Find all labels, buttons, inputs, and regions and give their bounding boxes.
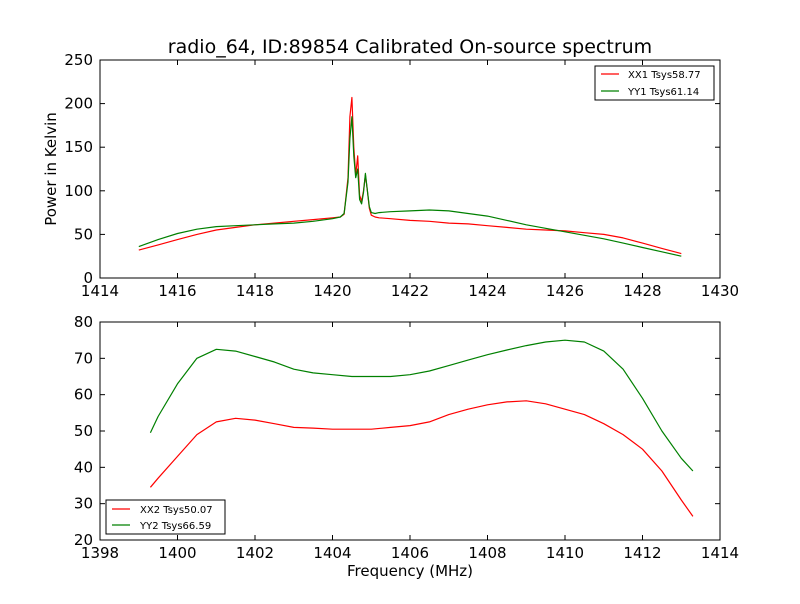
y-tick-label-top: 250 <box>64 51 93 69</box>
y-tick-label-top: 50 <box>74 225 93 243</box>
x-tick-label-bottom: 1404 <box>313 544 351 562</box>
series-group-top <box>138 96 682 257</box>
y-tick-label-top: 200 <box>64 95 93 113</box>
y-tick-label-bottom: 70 <box>74 349 93 367</box>
x-tick-label-bottom: 1400 <box>158 544 196 562</box>
series-line-bottom-0 <box>149 400 694 517</box>
axes-bottom: 1398 1400 1402 1404 1406 1408 1410 1412 1414 20 30… <box>74 313 739 562</box>
x-axis-label-bottom: Frequency (MHz) <box>347 562 473 580</box>
y-tick-label-top: 0 <box>83 269 93 287</box>
y-tick-label-bottom: 30 <box>74 495 93 513</box>
legend-box-top <box>594 65 715 101</box>
legend-label-yy1: YY1 Tsys61.14 <box>627 87 699 98</box>
y-tick-label-bottom: 50 <box>74 422 93 440</box>
legend-top: XX1 Tsys58.77 YY1 Tsys61.14 <box>594 65 715 101</box>
y-tick-label-bottom: 40 <box>74 458 93 476</box>
series-line-bottom-1 <box>149 339 694 472</box>
legend-box-bottom <box>105 499 226 535</box>
x-tick-label-top: 1430 <box>701 282 739 300</box>
x-tick-label-top: 1428 <box>623 282 661 300</box>
axes-top: 1414 1416 1418 1420 1422 1424 1426 1428 1430 0 50 1… <box>64 51 739 300</box>
legend-label-xx2: XX2 Tsys50.07 <box>140 505 213 516</box>
y-tick-label-bottom: 60 <box>74 386 93 404</box>
legend-bottom: XX2 Tsys50.07 YY2 Tsys66.59 <box>105 499 226 535</box>
x-tick-label-top: 1422 <box>391 282 429 300</box>
series-line-top-1 <box>138 116 682 257</box>
legend-label-yy2: YY2 Tsys66.59 <box>139 521 211 532</box>
y-tick-label-top: 100 <box>64 182 93 200</box>
figure-title: radio_64, ID:89854 Calibrated On-source … <box>168 36 652 58</box>
x-tick-label-top: 1426 <box>546 282 584 300</box>
x-tick-label-bottom: 1408 <box>468 544 506 562</box>
y-tick-label-bottom: 80 <box>74 313 93 331</box>
x-tick-label-bottom: 1414 <box>701 544 739 562</box>
legend-label-xx1: XX1 Tsys58.77 <box>628 70 701 81</box>
x-tick-label-bottom: 1410 <box>546 544 584 562</box>
chart-panel-bottom: 1398 1400 1402 1404 1406 1408 1410 1412 1414 20 30… <box>74 313 739 580</box>
x-tick-label-bottom: 1398 <box>81 544 119 562</box>
x-tick-label-top: 1416 <box>158 282 196 300</box>
x-tick-label-bottom: 1406 <box>391 544 429 562</box>
x-tick-label-top: 1420 <box>313 282 351 300</box>
x-tick-label-top: 1418 <box>236 282 274 300</box>
x-tick-label-top: 1424 <box>468 282 506 300</box>
x-tick-label-bottom: 1402 <box>236 544 274 562</box>
y-tick-label-bottom: 20 <box>74 531 93 549</box>
chart-panel-top: 1414 1416 1418 1420 1422 1424 1426 1428 1430 0 50 1… <box>42 51 739 300</box>
y-tick-label-top: 150 <box>64 138 93 156</box>
x-tick-label-bottom: 1412 <box>623 544 661 562</box>
series-group-bottom <box>149 339 694 517</box>
x-tick-label-top: 1414 <box>81 282 119 300</box>
y-axis-label-top: Power in Kelvin <box>42 112 60 226</box>
